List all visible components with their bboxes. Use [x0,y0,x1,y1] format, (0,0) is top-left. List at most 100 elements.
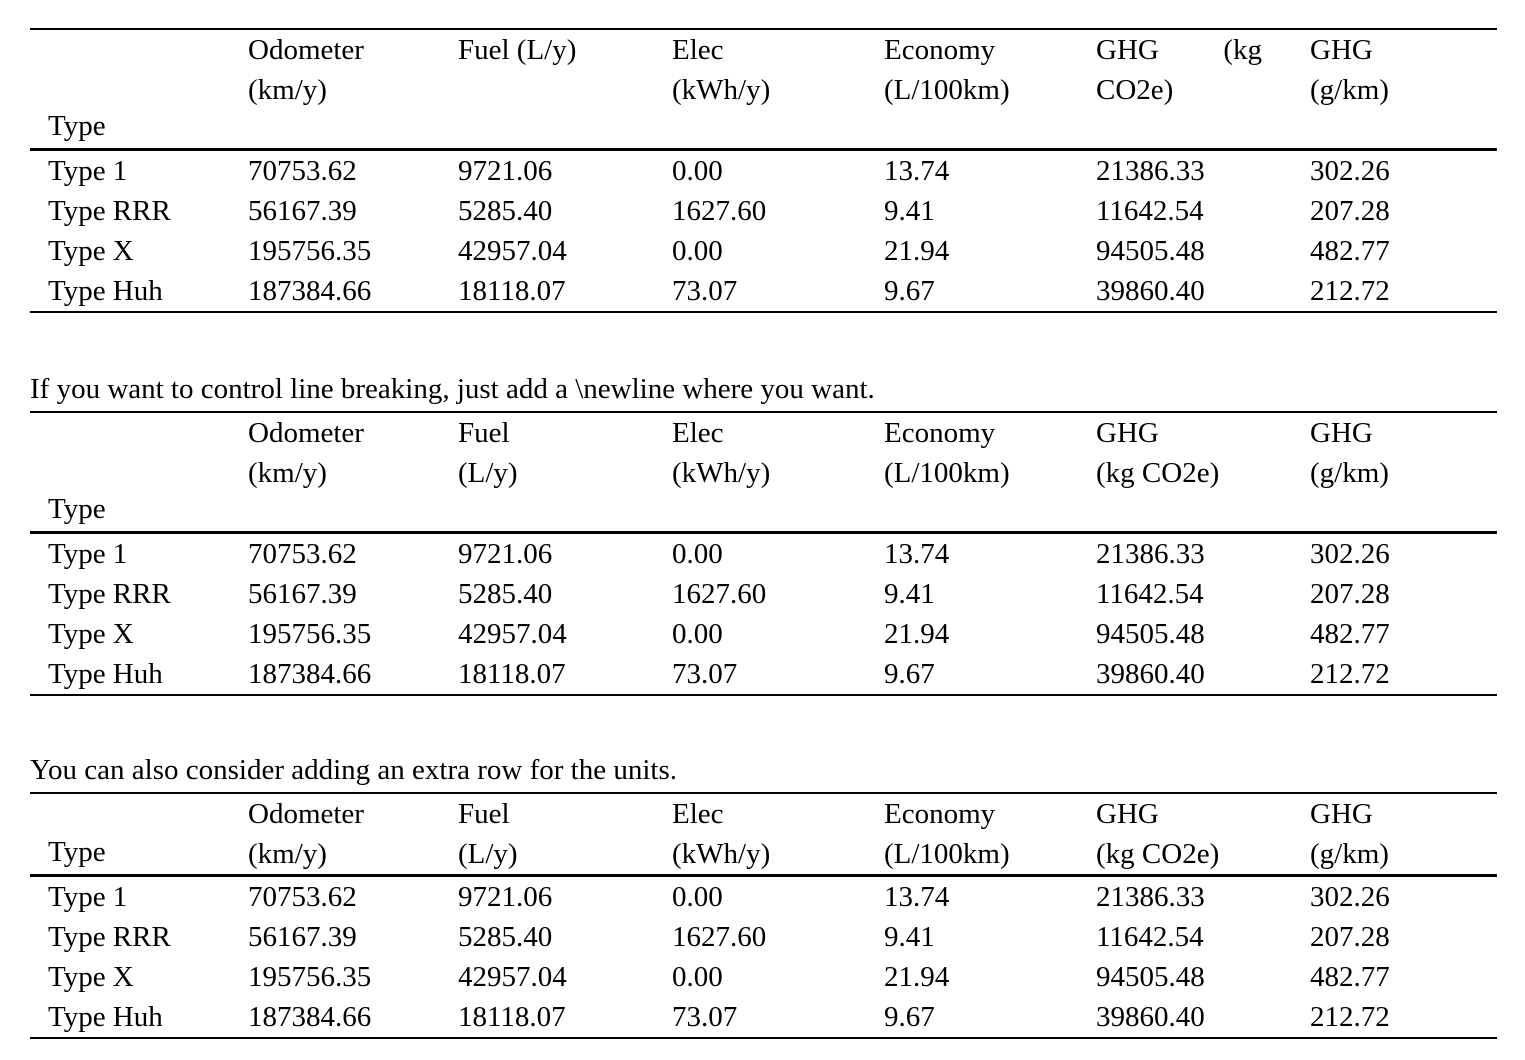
header-name: Odometer [248,417,364,449]
column-header-odometer: Odometer (km/y) [230,412,440,533]
cell-ghg-kg: 39860.40 [1096,658,1205,690]
cell-elec: 73.07 [672,658,738,690]
table-row: Type 1 70753.62 9721.06 0.00 13.74 21386… [30,150,1497,192]
header-unit: (L/100km) [884,74,1010,106]
header-row: Type Odometer (km/y) Fuel (L/y) Elec (kW… [30,29,1497,150]
header-unit: (L/y) [458,838,518,870]
column-header-ghg-gkm: GHG (g/km) [1292,793,1497,876]
table-body: Type 1 70753.62 9721.06 0.00 13.74 21386… [30,533,1497,696]
column-header-elec: Elec (kWh/y) [654,793,866,876]
cell-odometer: 70753.62 [248,155,357,187]
cell-type: Type 1 [48,881,128,913]
header-name: Fuel [458,417,510,449]
cell-elec: 73.07 [672,1001,738,1033]
cell-fuel: 9721.06 [458,881,553,913]
header-name-justified: GHG (kg [1096,30,1262,70]
cell-odometer: 70753.62 [248,538,357,570]
fleet-table-units-row: Type Odometer (km/y) Fuel (L/y) Elec (kW… [30,792,1497,1039]
column-header-ghg-kg: GHG (kg CO2e) [1078,29,1292,150]
cell-fuel: 18118.07 [458,275,566,307]
header-name: Elec [672,798,724,830]
cell-odometer: 56167.39 [248,578,357,610]
cell-ghg-kg: 94505.48 [1096,618,1205,650]
cell-ghg-gkm: 207.28 [1310,578,1390,610]
header-unit: (km/y) [248,838,327,870]
table-row: Type RRR 56167.39 5285.40 1627.60 9.41 1… [30,191,1497,231]
header-name: Fuel (L/y) [458,34,577,66]
header-unit: (kWh/y) [672,74,771,106]
header-name: Economy [884,417,996,449]
cell-type: Type 1 [48,155,128,187]
cell-ghg-gkm: 482.77 [1310,961,1390,993]
header-unit: (g/km) [1310,74,1389,106]
header-name: GHG [1310,798,1373,830]
cell-type: Type RRR [48,921,171,953]
header-unit: (km/y) [248,74,327,106]
header-unit: (kWh/y) [672,457,771,489]
table-row: Type 1 70753.62 9721.06 0.00 13.74 21386… [30,876,1497,918]
column-header-type: Type [48,836,106,868]
header-name: Odometer [248,798,364,830]
cell-fuel: 42957.04 [458,235,567,267]
cell-elec: 1627.60 [672,195,767,227]
table-row: Type Huh 187384.66 18118.07 73.07 9.67 3… [30,997,1497,1038]
cell-economy: 9.67 [884,658,935,690]
cell-elec: 1627.60 [672,921,767,953]
cell-ghg-kg: 94505.48 [1096,235,1205,267]
cell-odometer: 195756.35 [248,961,372,993]
cell-ghg-gkm: 207.28 [1310,921,1390,953]
cell-fuel: 5285.40 [458,578,553,610]
column-header-ghg-gkm: GHG (g/km) [1292,29,1497,150]
cell-type: Type Huh [48,1001,163,1033]
cell-type: Type Huh [48,658,163,690]
cell-ghg-gkm: 207.28 [1310,195,1390,227]
cell-ghg-gkm: 482.77 [1310,618,1390,650]
cell-ghg-kg: 21386.33 [1096,881,1205,913]
cell-type: Type X [48,961,134,993]
cell-ghg-kg: 11642.54 [1096,921,1204,953]
column-header-fuel: Fuel (L/y) [440,29,654,150]
cell-ghg-kg: 21386.33 [1096,538,1205,570]
header-name: GHG [1310,34,1373,66]
fleet-table-newline: Type Odometer (km/y) Fuel (L/y) Elec (kW… [30,411,1497,696]
table-row: Type RRR 56167.39 5285.40 1627.60 9.41 1… [30,917,1497,957]
header-unit: CO2e) [1096,74,1174,106]
cell-ghg-gkm: 302.26 [1310,538,1390,570]
cell-type: Type X [48,235,134,267]
cell-ghg-kg: 94505.48 [1096,961,1205,993]
cell-fuel: 18118.07 [458,658,566,690]
cell-economy: 21.94 [884,961,950,993]
column-header-fuel: Fuel (L/y) [440,412,654,533]
column-header-ghg-kg: GHG (kg CO2e) [1078,412,1292,533]
table-body: Type 1 70753.62 9721.06 0.00 13.74 21386… [30,150,1497,313]
cell-ghg-gkm: 212.72 [1310,658,1390,690]
table-row: Type RRR 56167.39 5285.40 1627.60 9.41 1… [30,574,1497,614]
column-header-fuel: Fuel (L/y) [440,793,654,876]
header-row: Type Odometer (km/y) Fuel (L/y) Elec (kW… [30,412,1497,533]
cell-fuel: 42957.04 [458,618,567,650]
table-row: Type 1 70753.62 9721.06 0.00 13.74 21386… [30,533,1497,575]
column-header-economy: Economy (L/100km) [866,412,1078,533]
cell-fuel: 9721.06 [458,155,553,187]
column-header-ghg-kg: GHG (kg CO2e) [1078,793,1292,876]
cell-economy: 9.67 [884,1001,935,1033]
header-name: GHG [1096,417,1159,449]
cell-fuel: 5285.40 [458,921,553,953]
header-name: Odometer [248,34,364,66]
column-header-elec: Elec (kWh/y) [654,29,866,150]
paragraph-extra-row: You can also consider adding an extra ro… [30,754,677,786]
cell-elec: 0.00 [672,155,723,187]
cell-type: Type X [48,618,134,650]
table-row: Type X 195756.35 42957.04 0.00 21.94 945… [30,231,1497,271]
header-unit: (kg CO2e) [1096,838,1220,870]
cell-ghg-gkm: 212.72 [1310,275,1390,307]
cell-fuel: 18118.07 [458,1001,566,1033]
fleet-table-default: Type Odometer (km/y) Fuel (L/y) Elec (kW… [30,28,1497,313]
header-row: Type Odometer (km/y) Fuel (L/y) Elec (kW… [30,793,1497,876]
cell-elec: 0.00 [672,538,723,570]
header-unit: (L/y) [458,457,518,489]
column-header-type: Type [48,493,106,525]
column-header-odometer: Odometer (km/y) [230,793,440,876]
cell-type: Type 1 [48,538,128,570]
